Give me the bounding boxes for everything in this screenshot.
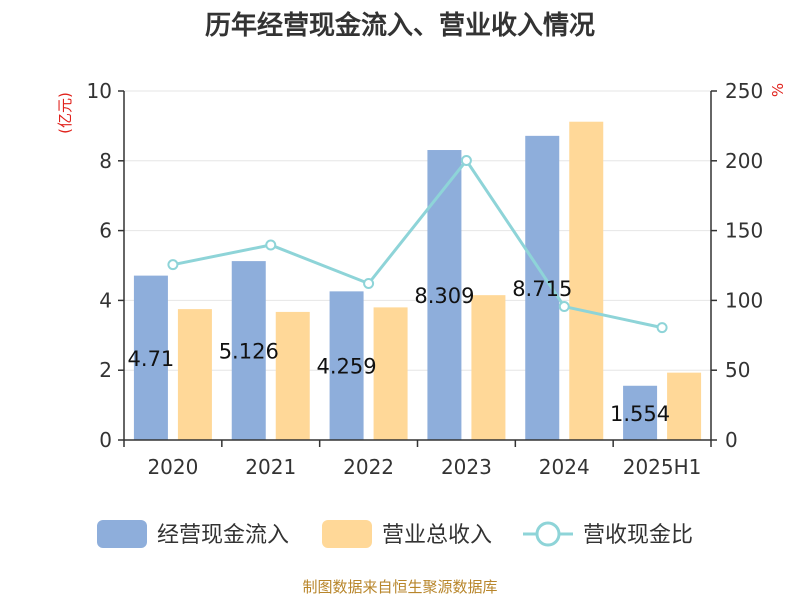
legend: 经营现金流入 营业总收入 营收现金比	[97, 520, 693, 548]
ratio-point	[167, 259, 179, 271]
x-tick-label: 2022	[343, 455, 394, 479]
left-tick-label: 4	[99, 288, 112, 312]
right-tick-label: 200	[725, 149, 763, 173]
bar-revenue	[275, 311, 310, 440]
bar-revenue	[667, 372, 702, 440]
ratio-line	[172, 157, 663, 330]
right-tick-label: 250	[725, 79, 763, 103]
legend-swatch	[97, 520, 147, 548]
x-tick-label: 2020	[147, 455, 198, 479]
data-labels: 4.71 5.126 4.259 8.309 8.715 1.554	[128, 277, 671, 426]
right-tick-label: 150	[725, 219, 763, 243]
x-tick-label: 2021	[245, 455, 296, 479]
right-tick-label: 100	[725, 288, 763, 312]
left-tick-label: 2	[99, 358, 112, 382]
left-tick-label: 10	[87, 79, 112, 103]
bar-data-label: 4.259	[317, 355, 377, 379]
x-tick-label: 2023	[441, 455, 492, 479]
grid-lines	[124, 90, 711, 371]
bar-cash-inflow	[525, 135, 560, 440]
line-series	[167, 155, 668, 334]
legend-marker	[535, 521, 561, 547]
legend-swatch	[322, 520, 372, 548]
right-tick-label: 50	[725, 358, 750, 382]
bar-cash-inflow	[623, 385, 658, 440]
bar-data-label: 5.126	[219, 340, 279, 364]
bar-revenue	[373, 307, 408, 440]
left-axis-unit: (亿元)	[56, 92, 74, 134]
ratio-point	[656, 322, 668, 334]
bar-cash-inflow	[329, 291, 364, 440]
left-tick-label: 8	[99, 149, 112, 173]
bar-revenue	[471, 295, 506, 440]
bar-data-label: 8.715	[512, 277, 572, 301]
right-axis-unit: %	[769, 83, 787, 97]
bar-data-label: 8.309	[414, 284, 474, 308]
ratio-point	[558, 301, 570, 313]
bar-data-label: 1.554	[610, 402, 670, 426]
ratio-point	[265, 239, 277, 251]
x-tick-label: 2024	[539, 455, 590, 479]
left-tick-label: 6	[99, 219, 112, 243]
left-tick-label: 0	[99, 428, 112, 452]
bar-revenue	[177, 309, 212, 440]
bar-cash-inflow	[133, 275, 168, 440]
bar-cash-inflow	[427, 150, 462, 440]
bar-series	[133, 121, 702, 440]
bar-data-label: 4.71	[128, 347, 175, 371]
source-note: 制图数据来自恒生聚源数据库	[302, 578, 497, 596]
x-tick-label: 2025H1	[623, 455, 702, 479]
bar-revenue	[569, 121, 604, 440]
chart-title: 历年经营现金流入、营业收入情况	[205, 10, 595, 41]
right-tick-label: 0	[725, 428, 738, 452]
legend-label: 经营现金流入	[157, 523, 289, 548]
legend-label: 营收现金比	[583, 523, 693, 548]
bar-cash-inflow	[231, 261, 266, 440]
ratio-point	[460, 155, 472, 167]
legend-label: 营业总收入	[382, 523, 492, 548]
ratio-point	[363, 278, 375, 290]
